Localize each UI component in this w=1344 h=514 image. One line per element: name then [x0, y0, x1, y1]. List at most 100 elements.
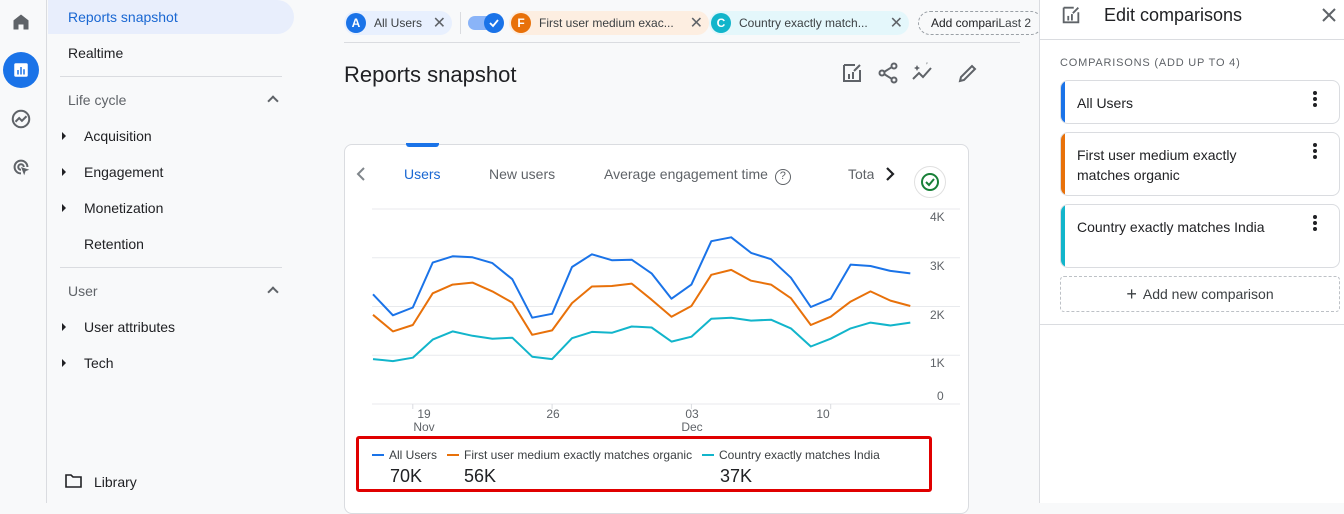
nav-divider [60, 267, 282, 268]
nav-divider [60, 76, 282, 77]
page-title: Reports snapshot [344, 62, 517, 87]
customize-report-icon[interactable] [840, 61, 864, 85]
x-tick: 10 [816, 407, 830, 421]
expand-arrow-icon[interactable] [62, 359, 66, 367]
insights-icon[interactable] [911, 61, 935, 85]
more-vert-icon[interactable] [1313, 91, 1317, 109]
panel-header: Edit comparisons [1040, 0, 1344, 40]
nav-item-user-attributes[interactable]: User attributes [84, 319, 176, 335]
nav-item-realtime[interactable]: Realtime [68, 45, 124, 61]
edit-icon[interactable] [956, 61, 980, 85]
y-tick: 1K [930, 356, 945, 370]
selected-tab-indicator [406, 143, 439, 147]
chip-label: Country exactly match... [739, 16, 868, 30]
close-icon[interactable]: ✕ [689, 15, 703, 32]
legend-value-all-users: 70K [390, 466, 423, 486]
bar-chart-icon [14, 63, 28, 77]
plus-icon: + [1126, 283, 1137, 304]
chip-badge: A [346, 13, 366, 33]
legend-label: First user medium exactly matches organi… [464, 448, 693, 462]
nav-section-user[interactable]: User [68, 283, 98, 299]
nav-item-engagement[interactable]: Engagement [84, 164, 164, 180]
home-button[interactable] [3, 4, 39, 40]
expand-arrow-icon[interactable] [62, 168, 66, 176]
comparison-item-india[interactable]: Country exactly matches India [1060, 204, 1340, 268]
series-line[interactable] [372, 268, 911, 336]
expand-arrow-icon[interactable] [62, 204, 66, 212]
users-line-chart[interactable] [0, 0, 1344, 503]
panel-divider [1040, 324, 1344, 325]
close-icon[interactable]: ✕ [432, 15, 446, 32]
legend-item-all-users[interactable]: All Users [372, 448, 437, 462]
date-range-label[interactable]: Last 2 [998, 16, 1032, 30]
comparison-color-bar [1061, 205, 1065, 267]
legend-item-india[interactable]: Country exactly matches India [702, 448, 880, 462]
legend-item-organic[interactable]: First user medium exactly matches organi… [447, 448, 692, 462]
x-tick: 19 Nov [404, 408, 444, 434]
comparison-item-organic[interactable]: First user medium exactly matches organi… [1060, 132, 1340, 196]
chip-divider [460, 12, 461, 34]
expand-arrow-icon[interactable] [62, 132, 66, 140]
edit-comparisons-panel: Edit comparisons COMPARISONS (ADD UP TO … [1039, 0, 1344, 503]
tab-total[interactable]: Tota [848, 166, 874, 182]
check-circle-icon [921, 173, 939, 191]
comparison-chip-all-users[interactable]: A All Users ✕ [344, 11, 452, 35]
nav-item-library[interactable]: Library [94, 474, 137, 490]
header-divider [344, 42, 1020, 43]
advertising-button[interactable] [3, 149, 39, 185]
data-quality-button[interactable] [914, 166, 946, 198]
help-icon[interactable]: ? [774, 169, 791, 185]
close-icon[interactable]: ✕ [889, 15, 903, 32]
tab-new-users[interactable]: New users [489, 166, 556, 182]
check-icon [484, 13, 504, 33]
x-tick-day: 19 [417, 407, 431, 421]
explore-button[interactable] [3, 101, 39, 137]
comparison-toggle[interactable] [468, 13, 504, 33]
expand-arrow-icon[interactable] [62, 323, 66, 331]
comparison-chip-first-user-medium[interactable]: F First user medium exac... ✕ [509, 11, 709, 35]
tab-average-engagement-time[interactable]: Average engagement time ? [604, 166, 791, 185]
comparison-label: All Users [1077, 95, 1134, 111]
chip-label: First user medium exac... [539, 16, 674, 30]
explore-icon [11, 109, 31, 129]
add-comparison-chip[interactable]: Add compariLast 2 [918, 11, 1043, 35]
chevron-right-icon[interactable] [883, 166, 897, 182]
chevron-left-icon[interactable] [354, 166, 368, 182]
add-new-comparison-button[interactable]: + Add new comparison [1060, 276, 1340, 312]
series-line[interactable] [372, 236, 911, 319]
chip-label: All Users [374, 16, 423, 30]
nav-section-life-cycle[interactable]: Life cycle [68, 92, 127, 108]
nav-item-acquisition[interactable]: Acquisition [84, 128, 152, 144]
nav-active-highlight [48, 0, 294, 34]
legend-value-india: 37K [720, 466, 753, 486]
series-line[interactable] [372, 316, 911, 363]
legend-value-organic: 56K [464, 466, 497, 486]
close-icon[interactable] [1321, 7, 1337, 23]
reports-button[interactable] [3, 52, 39, 88]
nav-item-tech[interactable]: Tech [84, 355, 114, 371]
comparisons-subtitle: COMPARISONS (ADD UP TO 4) [1060, 57, 1241, 69]
tab-label: Average engagement time [604, 166, 768, 182]
x-tick-day: 03 [685, 407, 699, 421]
x-tick-month: Nov [413, 420, 435, 434]
more-vert-icon[interactable] [1313, 143, 1317, 161]
home-icon [13, 14, 29, 30]
comparison-chip-country[interactable]: C Country exactly match... ✕ [709, 11, 909, 35]
x-tick-month: Dec [681, 420, 703, 434]
tab-users[interactable]: Users [404, 166, 441, 182]
comparison-color-bar [1061, 81, 1065, 123]
nav-item-reports-snapshot[interactable]: Reports snapshot [68, 9, 178, 25]
legend-swatch [702, 454, 714, 456]
comparison-item-all-users[interactable]: All Users [1060, 80, 1340, 124]
y-tick: 3K [930, 259, 945, 273]
x-tick: 03 Dec [672, 408, 712, 434]
nav-item-retention[interactable]: Retention [84, 236, 144, 252]
more-vert-icon[interactable] [1313, 215, 1317, 233]
share-icon[interactable] [876, 61, 900, 85]
nav-item-monetization[interactable]: Monetization [84, 200, 164, 216]
panel-title: Edit comparisons [1104, 5, 1243, 25]
chip-badge: F [511, 13, 531, 33]
y-tick: 0 [937, 389, 944, 403]
comparison-icon [1062, 6, 1080, 24]
chip-badge: C [711, 13, 731, 33]
